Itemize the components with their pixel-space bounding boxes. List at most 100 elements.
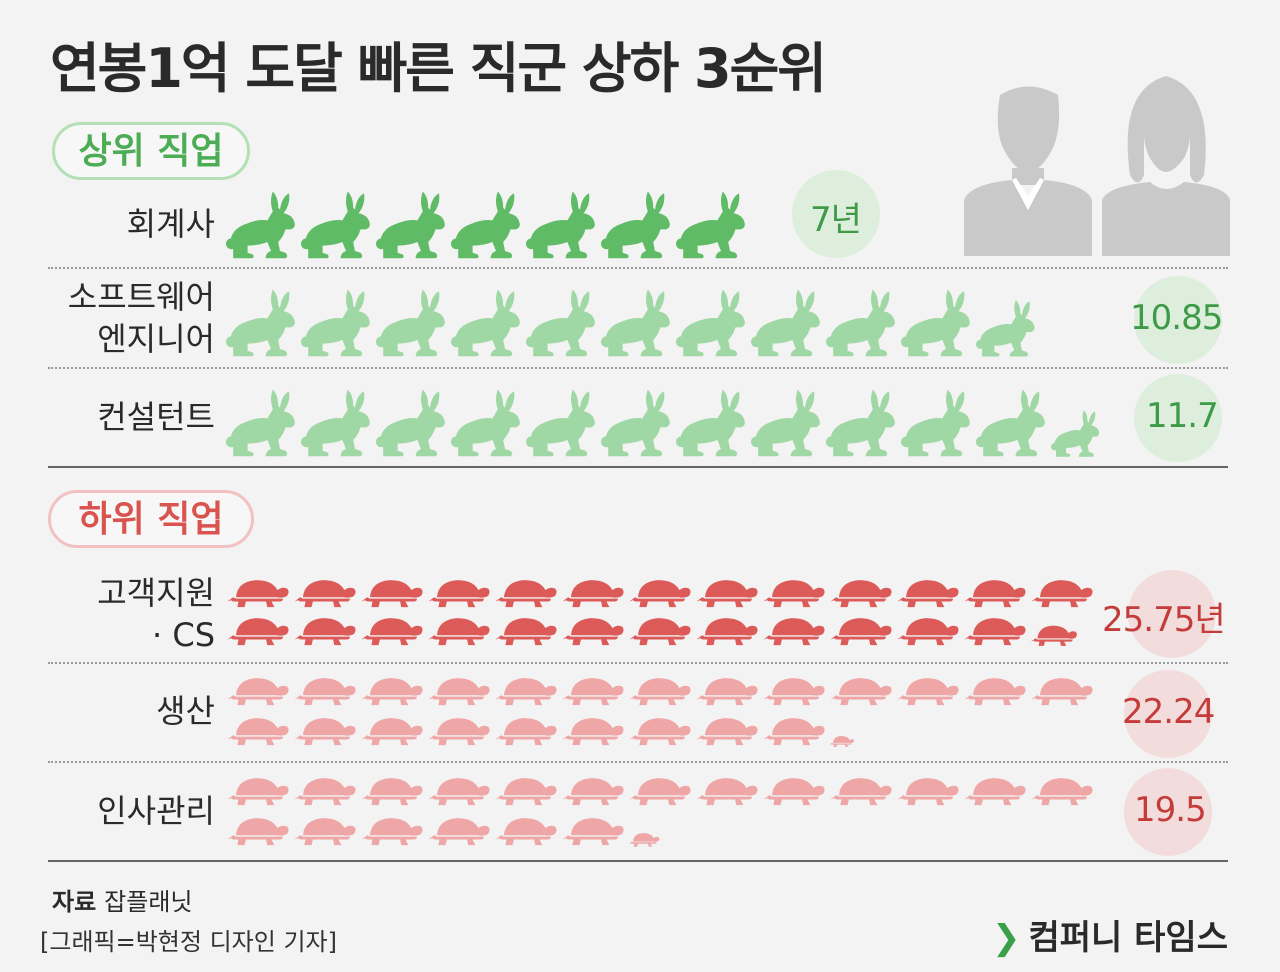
turtle-icon	[1031, 678, 1093, 706]
turtle-icon	[294, 818, 356, 846]
turtle-icon	[428, 580, 490, 608]
section-label-top: 상위 직업	[52, 122, 250, 180]
turtle-icon	[763, 618, 825, 646]
turtle-icon	[562, 580, 624, 608]
rabbit-icon	[1051, 410, 1100, 457]
turtle-icon	[696, 678, 758, 706]
value-bubble	[1128, 570, 1216, 658]
turtle-icon	[629, 718, 691, 746]
category-label: 생산	[156, 690, 215, 732]
rabbit-icon	[526, 191, 595, 259]
rabbit-icon	[376, 289, 445, 357]
turtle-icon	[294, 580, 356, 608]
turtle-icon	[227, 618, 289, 646]
value-label: 22.24	[1122, 692, 1215, 732]
turtle-icon	[763, 718, 825, 746]
turtle-icon	[1031, 778, 1093, 806]
turtle-icon	[696, 778, 758, 806]
value-label: 11.7	[1146, 396, 1219, 436]
category-label: 인사관리	[97, 790, 215, 832]
value-bubble	[1124, 768, 1212, 856]
value-bubble	[792, 170, 880, 258]
rabbit-icon	[676, 289, 745, 357]
turtle-icon	[361, 818, 423, 846]
brand-logo: ❯ 컴퍼니 타임스	[992, 910, 1228, 959]
value-label: 10.85	[1130, 298, 1223, 338]
turtle-icon	[964, 778, 1026, 806]
turtle-icon	[562, 618, 624, 646]
rabbit-icon	[451, 191, 520, 259]
turtle-icon	[227, 580, 289, 608]
turtle-icon	[562, 778, 624, 806]
category-label-line: · CS	[152, 616, 215, 654]
rabbit-icon	[301, 389, 370, 457]
rabbit-icon	[751, 289, 820, 357]
graphic-credit: [그래픽=박현정 디자인 기자]	[40, 928, 337, 956]
turtle-icon	[562, 718, 624, 746]
page-title: 연봉1억 도달 빠른 직군 상하 3순위	[50, 37, 827, 100]
category-label: 컨설턴트	[97, 396, 215, 438]
turtle-icon	[562, 678, 624, 706]
turtle-icon	[696, 618, 758, 646]
rabbit-icon	[301, 191, 370, 259]
rabbit-icon	[226, 289, 295, 357]
turtle-icon	[763, 778, 825, 806]
category-label-line: 컨설턴트	[97, 398, 215, 436]
rabbit-icon	[301, 289, 370, 357]
turtle-icon	[361, 778, 423, 806]
value-label: 19.5	[1134, 790, 1207, 830]
section-label-bottom: 하위 직업	[48, 490, 254, 548]
rabbit-icon	[826, 289, 895, 357]
turtle-icon	[495, 678, 557, 706]
category-label-line: 회계사	[126, 205, 215, 243]
section-divider	[48, 466, 1228, 468]
category-label-line: 인사관리	[97, 792, 215, 830]
value-bubble	[1124, 670, 1212, 758]
value-label: 7년	[810, 200, 862, 240]
turtle-icon	[696, 580, 758, 608]
value-bubble	[1134, 374, 1222, 462]
value-label: 25.75년	[1102, 600, 1226, 640]
rabbit-icon	[226, 191, 295, 259]
turtle-icon	[428, 818, 490, 846]
turtle-icon	[830, 580, 892, 608]
section-divider	[48, 860, 1228, 862]
turtle-icon	[294, 618, 356, 646]
turtle-icon	[696, 718, 758, 746]
rabbit-icon	[601, 289, 670, 357]
turtle-icon	[1031, 625, 1077, 646]
turtle-icon	[629, 778, 691, 806]
rabbit-icon	[601, 389, 670, 457]
rabbit-icon	[901, 289, 970, 357]
value-bubble	[1134, 276, 1222, 364]
turtle-icon	[428, 778, 490, 806]
row-divider	[48, 367, 1228, 369]
turtle-icon	[964, 580, 1026, 608]
turtle-icon	[227, 818, 289, 846]
rabbit-icon	[376, 191, 445, 259]
turtle-icon	[495, 818, 557, 846]
category-label: 소프트웨어 엔지니어	[68, 276, 215, 360]
turtle-icon	[829, 736, 855, 747]
rabbit-icon	[976, 389, 1045, 457]
turtle-icon	[830, 618, 892, 646]
rabbit-icon	[676, 389, 745, 457]
turtle-icon	[763, 580, 825, 608]
turtle-icon	[897, 678, 959, 706]
turtle-icon	[495, 778, 557, 806]
row-divider	[48, 662, 1228, 664]
rabbit-icon	[601, 191, 670, 259]
category-label-line: 소프트웨어	[67, 278, 215, 316]
brand-name: 컴퍼니 타임스	[1028, 918, 1228, 958]
turtle-icon	[629, 678, 691, 706]
turtle-icon	[629, 618, 691, 646]
turtle-icon	[294, 718, 356, 746]
source-note: 자료 잡플래닛	[52, 882, 193, 917]
turtle-icon	[495, 580, 557, 608]
rabbit-icon	[676, 191, 745, 259]
rabbit-icon	[451, 389, 520, 457]
rabbit-icon	[451, 289, 520, 357]
category-label: 고객지원 · CS	[97, 572, 215, 656]
turtle-icon	[897, 618, 959, 646]
